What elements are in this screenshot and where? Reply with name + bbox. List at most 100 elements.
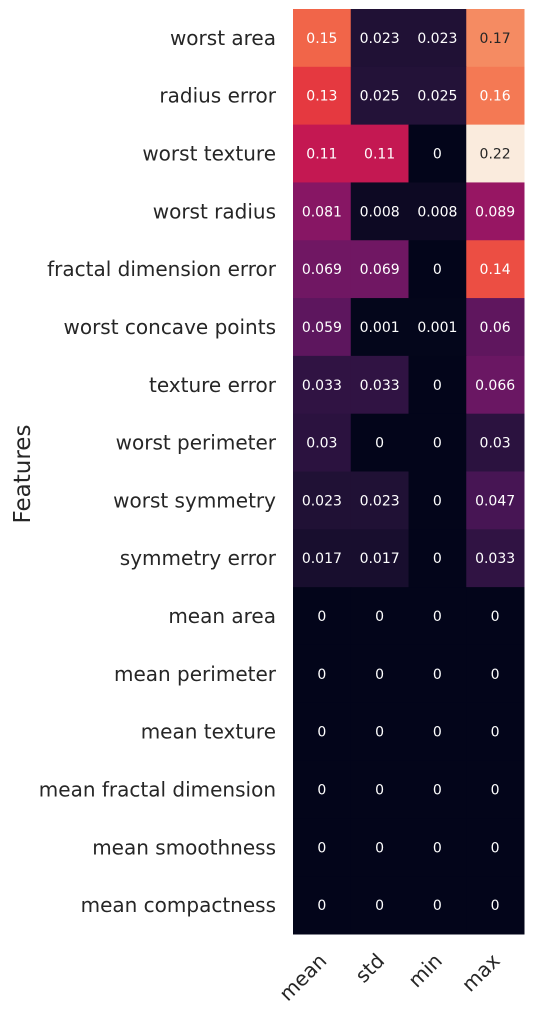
cell-value-label: 0.14 (480, 262, 511, 278)
heatmap-cell (408, 471, 467, 530)
heatmap-cell (408, 760, 467, 819)
heatmap-cell (350, 9, 409, 68)
heatmap-cell (466, 587, 525, 646)
cell-value-label: 0 (433, 667, 442, 683)
cell-value-label: 0.047 (475, 493, 515, 509)
cell-value-label: 0 (491, 667, 500, 683)
heatmap-cell (293, 298, 352, 357)
cell-value-label: 0.066 (475, 378, 515, 394)
column-labels: mean std min max (274, 948, 504, 1005)
heatmap-cell (466, 413, 525, 472)
heatmap-cell (350, 529, 409, 588)
heatmap-cell (350, 413, 409, 472)
cell-value-label: 0.023 (360, 493, 400, 509)
column-tick-label: mean (274, 949, 331, 1006)
heatmap-cell (408, 298, 467, 357)
cell-value-label: 0 (317, 725, 326, 741)
row-tick-label: worst texture (142, 142, 276, 166)
heatmap-cell (408, 413, 467, 472)
row-tick-label: worst symmetry (113, 488, 276, 512)
row-tick-label: symmetry error (120, 546, 277, 570)
cell-value-label: 0.033 (302, 378, 342, 394)
cell-value-label: 0 (375, 898, 384, 914)
cell-value-label: 0.033 (360, 378, 400, 394)
heatmap-cell (408, 529, 467, 588)
cell-value-label: 0.033 (475, 551, 515, 567)
cell-value-label: 0 (433, 898, 442, 914)
heatmap-cell (293, 9, 352, 68)
heatmap-cell (466, 355, 525, 415)
y-axis-title: Features (10, 425, 36, 524)
cell-value-label: 0.17 (480, 31, 511, 47)
row-tick-label: worst area (170, 26, 276, 50)
heatmap-cell (466, 124, 525, 183)
heatmap-cell (408, 124, 467, 183)
cell-value-label: 0 (317, 840, 326, 856)
cell-value-label: 0 (433, 725, 442, 741)
heatmap-cell (293, 760, 352, 819)
cell-value-label: 0 (491, 609, 500, 625)
heatmap-cell (350, 702, 409, 762)
cell-value-label: 0.017 (302, 551, 342, 567)
heatmap-cell (350, 124, 409, 183)
cell-value-label: 0 (375, 725, 384, 741)
heatmap-cell (350, 587, 409, 646)
cell-value-label: 0 (433, 840, 442, 856)
cell-value-label: 0.023 (417, 31, 457, 47)
cell-value-label: 0.06 (480, 320, 511, 336)
cell-value-label: 0 (317, 667, 326, 683)
heatmap-cell (350, 644, 409, 704)
cell-value-label: 0.008 (360, 204, 400, 220)
cell-value-label: 0.025 (360, 89, 400, 105)
heatmap-cell (466, 876, 525, 935)
heatmap-cell (293, 587, 352, 646)
column-tick-label: max (457, 948, 505, 996)
heatmap-cell (293, 413, 352, 472)
row-tick-label: worst radius (153, 199, 276, 223)
row-tick-label: mean fractal dimension (39, 777, 276, 801)
heatmap-cell (350, 876, 409, 935)
cell-value-label: 0.081 (302, 204, 342, 220)
heatmap-cell (408, 66, 467, 126)
heatmap-cell (466, 9, 525, 68)
heatmap-cell (408, 355, 467, 415)
heatmap-cell (293, 471, 352, 530)
cell-value-label: 0 (317, 782, 326, 798)
row-labels: worst area radius error worst texture worst… (39, 26, 277, 917)
heatmap-cell (293, 240, 352, 299)
heatmap-cell (293, 355, 352, 415)
row-tick-label: worst perimeter (116, 431, 277, 455)
cell-value-label: 0.001 (417, 320, 457, 336)
cell-value-label: 0.023 (302, 493, 342, 509)
cell-value-label: 0 (433, 378, 442, 394)
cell-value-label: 0 (375, 667, 384, 683)
heatmap-cell (350, 182, 409, 241)
heatmap-cell (293, 182, 352, 241)
cell-value-label: 0 (433, 147, 442, 163)
heatmap-cell (466, 702, 525, 762)
heatmap-cell (293, 702, 352, 762)
heatmap-cell (350, 298, 409, 357)
row-tick-label: texture error (149, 373, 277, 397)
heatmap-cell (466, 471, 525, 530)
cell-value-label: 0.001 (360, 320, 400, 336)
heatmap-cell (293, 876, 352, 935)
heatmap-cell (466, 182, 525, 241)
cell-value-label: 0 (433, 493, 442, 509)
row-tick-label: worst concave points (63, 315, 276, 339)
heatmap-cell (466, 240, 525, 299)
cell-value-label: 0 (491, 725, 500, 741)
cell-value-label: 0 (317, 898, 326, 914)
cell-value-label: 0.16 (480, 89, 511, 105)
heatmap-cell (466, 644, 525, 704)
heatmap-cell (350, 355, 409, 415)
heatmap-cell (466, 760, 525, 819)
heatmap-cell (408, 182, 467, 241)
heatmap-cell (466, 529, 525, 588)
cell-value-label: 0.017 (360, 551, 400, 567)
cell-value-label: 0.069 (302, 262, 342, 278)
heatmap-cell (408, 702, 467, 762)
heatmap-cell (466, 818, 525, 877)
cell-value-label: 0.069 (360, 262, 400, 278)
row-tick-label: radius error (159, 84, 276, 108)
